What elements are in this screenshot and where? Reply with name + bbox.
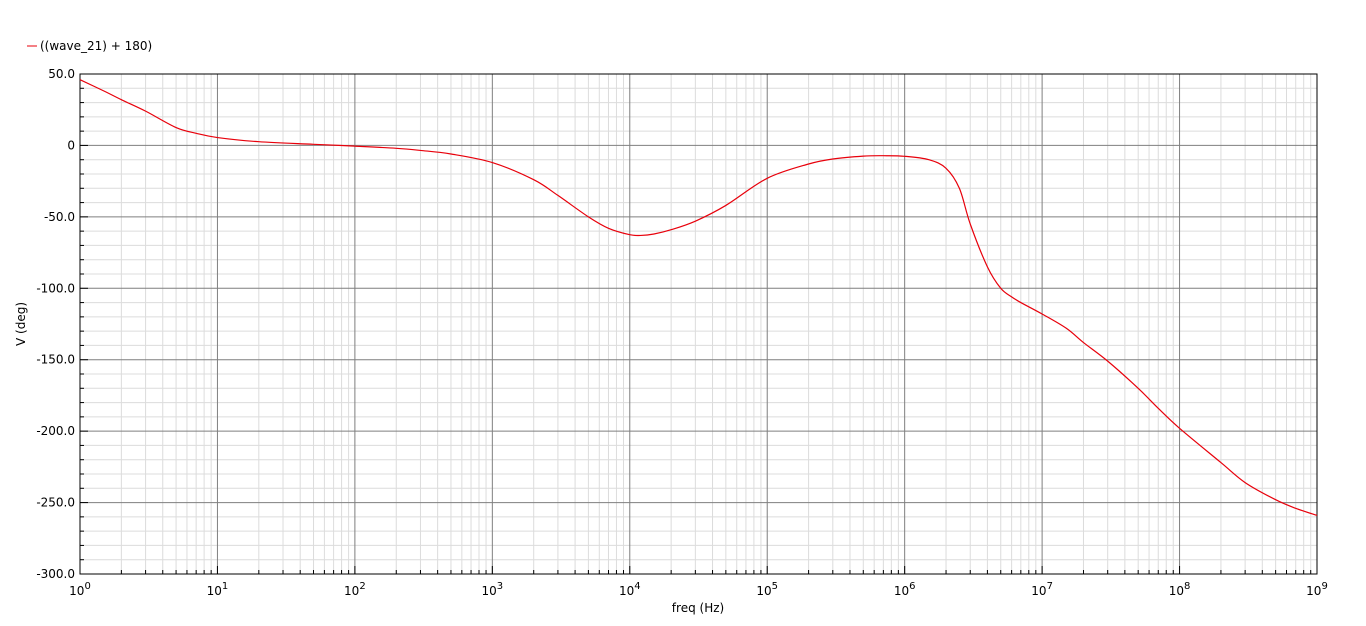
y-tick-label: 50.0 bbox=[48, 67, 75, 81]
y-tick-label: 0 bbox=[67, 138, 75, 152]
x-axis-label: freq (Hz) bbox=[672, 601, 724, 615]
y-axis-label: V (deg) bbox=[14, 302, 28, 346]
x-tick-label: 107 bbox=[1031, 581, 1053, 598]
series-line bbox=[79, 79, 1318, 516]
major-grid bbox=[79, 73, 1318, 575]
y-tick-label: -250.0 bbox=[36, 496, 75, 510]
x-tick-label: 108 bbox=[1169, 581, 1191, 598]
y-tick-label: -300.0 bbox=[36, 567, 75, 581]
y-axis: 50.0 0 -50.0 -100.0 -150.0 -200.0 -250.0 -300.0 bbox=[36, 67, 88, 581]
x-axis: 100 101 102 103 104 105 106 107 108 109 bbox=[69, 566, 1328, 598]
x-tick-label: 106 bbox=[894, 581, 916, 598]
x-tick-label: 103 bbox=[482, 581, 504, 598]
y-tick-label: -200.0 bbox=[36, 424, 75, 438]
x-tick-label: 105 bbox=[756, 581, 778, 598]
x-tick-label: 102 bbox=[344, 581, 366, 598]
minor-grid bbox=[80, 74, 1317, 574]
x-tick-label: 104 bbox=[619, 581, 641, 598]
plot-frame bbox=[79, 73, 1318, 575]
x-tick-label: 109 bbox=[1306, 581, 1328, 598]
x-tick-label: 100 bbox=[69, 581, 91, 598]
legend: ((wave_21) + 180) bbox=[27, 39, 152, 53]
y-tick-label: -150.0 bbox=[36, 353, 75, 367]
x-tick-label: 101 bbox=[207, 581, 229, 598]
y-tick-label: -50.0 bbox=[44, 210, 75, 224]
y-tick-label: -100.0 bbox=[36, 281, 75, 295]
legend-label: ((wave_21) + 180) bbox=[40, 39, 152, 53]
